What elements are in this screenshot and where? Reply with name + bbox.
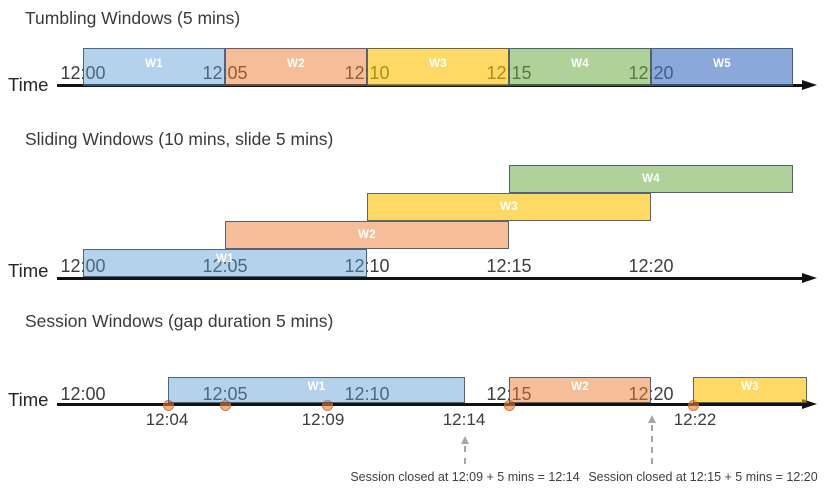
sliding-tick-1215: 12:15 <box>486 256 532 276</box>
event-dot-1209 <box>321 400 333 411</box>
tumbling-window-w2-label: W2 <box>287 58 305 70</box>
sliding-tick-1205: 12:05 <box>202 256 248 276</box>
sliding-tick-1210: 12:10 <box>344 256 390 276</box>
event-time-1204: 12:04 <box>145 410 189 429</box>
callout-arrow-1214-icon <box>459 436 471 464</box>
session-window-w2-label: W2 <box>571 381 589 393</box>
callout-arrow-1220-icon <box>646 415 658 464</box>
sliding-window-w1-label: W1 <box>216 253 234 265</box>
event-time-1214: 12:14 <box>442 410 486 429</box>
tumbling-window-w3-label: W3 <box>429 58 447 70</box>
session-tick-1205: 12:05 <box>202 384 248 404</box>
session-axis-arrowhead-icon <box>802 398 817 409</box>
sliding-time-axis-label: Time <box>8 260 49 281</box>
tumbling-window-w5: W5 <box>651 48 793 86</box>
session-closed-annotation-1: Session closed at 12:09 + 5 mins = 12:14 <box>350 470 580 484</box>
sliding-window-w3: W3 <box>367 193 651 221</box>
sliding-window-w2-label: W2 <box>358 229 376 241</box>
tumbling-axis-arrowhead-icon <box>802 79 817 90</box>
session-window-w2: W2 <box>509 377 651 403</box>
session-time-axis-label: Time <box>8 389 49 410</box>
sliding-tick-1220: 12:20 <box>628 256 674 276</box>
session-window-w1-label: W1 <box>307 381 326 393</box>
session-window-w3: W3 <box>693 377 807 403</box>
tumbling-section-title: Tumbling Windows (5 mins) <box>25 8 241 28</box>
tumbling-window-w1: W1 <box>83 48 225 86</box>
session-window-w3-label: W3 <box>741 381 759 393</box>
event-time-1222: 12:22 <box>673 410 717 429</box>
event-time-1209: 12:09 <box>301 410 345 429</box>
sliding-window-w4: W4 <box>509 165 793 193</box>
tumbling-window-w4: W4 <box>509 48 651 86</box>
session-window-w1: W1 <box>168 377 465 403</box>
sliding-window-w4-label: W4 <box>642 173 660 185</box>
tumbling-window-w4-label: W4 <box>571 58 589 70</box>
session-closed-annotation-2: Session closed at 12:15 + 5 mins = 12:20 <box>588 470 818 484</box>
event-dot-1205 <box>219 400 231 411</box>
sliding-axis-arrowhead-icon <box>802 272 817 283</box>
tumbling-window-w2: W2 <box>225 48 367 86</box>
tumbling-window-w5-label: W5 <box>713 58 731 70</box>
sliding-window-w3-label: W3 <box>500 201 518 213</box>
sliding-section-title: Sliding Windows (10 mins, slide 5 mins) <box>25 129 334 149</box>
session-tick-1210: 12:10 <box>344 384 390 404</box>
session-section-title: Session Windows (gap duration 5 mins) <box>25 311 334 331</box>
tumbling-window-w3: W3 <box>367 48 509 86</box>
session-time-axis <box>57 403 803 406</box>
tumbling-time-axis-label: Time <box>8 74 49 95</box>
sliding-time-axis <box>57 277 803 280</box>
session-tick-1200: 12:00 <box>60 384 106 404</box>
tumbling-window-w1-label: W1 <box>145 58 163 70</box>
sliding-window-w1: W1 <box>83 249 367 277</box>
sliding-window-w2: W2 <box>225 221 509 249</box>
